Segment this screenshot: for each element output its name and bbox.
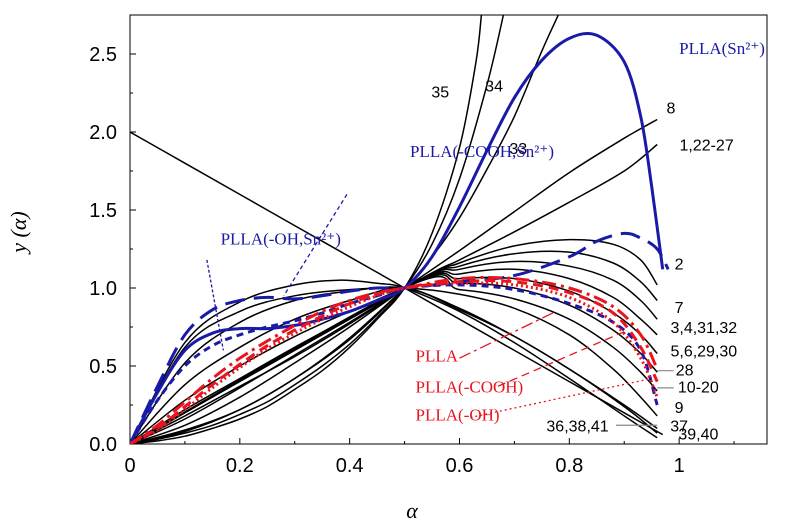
model-curve-lo-1 [130,287,406,444]
curve-label-10-20: 10-20 [678,380,719,397]
callout-plla: PLLA [416,346,459,365]
curve-label-37: 37 [670,419,688,436]
callout-plla-oh: PLLA(-OH) [416,406,500,425]
curve-label-5-6-29-30: 5,6,29,30 [670,344,737,361]
curve-label-1-22-27: 1,22-27 [679,138,733,155]
model-curves [130,15,664,444]
y-tick-label-5: 2.5 [89,44,117,66]
curve-label-36-38-41: 36,38,41 [546,419,608,436]
tick-labels: 0 0.2 0.4 0.6 0.8 1 0.0 0.5 1.0 1.5 2.0 2.5 [89,44,685,477]
model-curve-lo-2 [130,287,406,444]
model-curve-2 [130,131,664,436]
y-axis-title: y (α) [6,211,31,254]
curve-label-8: 8 [666,100,675,117]
x-tick-label-0: 0 [124,455,135,477]
curve-label-35: 35 [431,85,449,102]
model-curve-35 [130,15,483,444]
y-tick-label-2: 1.0 [89,278,117,300]
y-tick-label-3: 1.5 [89,200,117,222]
curve-label-2: 2 [675,256,684,273]
callout-leaders [206,194,674,426]
model-curve-lo-5 [130,287,405,444]
series-plla-cooh-sn2 [130,231,670,444]
series-callouts: PLLA(Sn²⁺) PLLA(-COOH,Sn²⁺) PLLA(-OH,Sn²⁺)… [221,39,765,425]
series-plla-sn2 [130,31,665,444]
experimental-series [130,31,670,444]
callout-plla-sn: PLLA(Sn²⁺) [679,39,765,58]
model-curve-37 [130,279,658,444]
y-tick-label-0: 0.0 [89,434,117,456]
axis-ticks [129,53,735,445]
curve-label-3-4-31-32: 3,4,31,32 [670,320,737,337]
curve-label-39-40: 39,40 [678,426,718,443]
x-axis-title: α [406,498,418,523]
series-plla [130,275,659,444]
callout-plla-cooh: PLLA(-COOH) [416,378,524,397]
x-tick-label-2: 0.4 [336,455,364,477]
x-tick-label-4: 0.8 [555,455,583,477]
curve-label-33: 33 [509,141,527,158]
callout-leader-4 [497,331,625,387]
model-curve-9 [130,286,658,444]
series-plla-oh [130,281,659,444]
callout-leader-2 [206,259,224,351]
curve-label-34: 34 [485,78,503,95]
model-curve-34 [130,15,505,444]
curve-label-28: 28 [676,362,694,379]
callout-leader-5 [470,377,652,419]
series-plla-cooh [130,279,659,444]
series-plla-oh-sn2 [130,283,659,444]
y-tick-label-1: 0.5 [89,356,117,378]
x-tick-label-1: 0.2 [226,455,254,477]
x-tick-label-3: 0.6 [446,455,474,477]
curve-label-9: 9 [675,400,684,417]
y-tick-label-4: 2.0 [89,122,117,144]
callout-plla-oh-sn: PLLA(-OH,Sn²⁺) [221,229,341,248]
curve-label-7: 7 [675,300,684,317]
callout-leader-3 [459,312,554,359]
curve-number-labels: 35 34 33 8 1,22-27 2 7 3,4,31,32 5,6,29,302810-2… [431,78,737,443]
x-tick-label-5: 1 [674,455,685,477]
callout-plla-cooh-sn: PLLA(-COOH,Sn²⁺) [410,142,554,161]
callout-leader-1 [283,194,348,297]
